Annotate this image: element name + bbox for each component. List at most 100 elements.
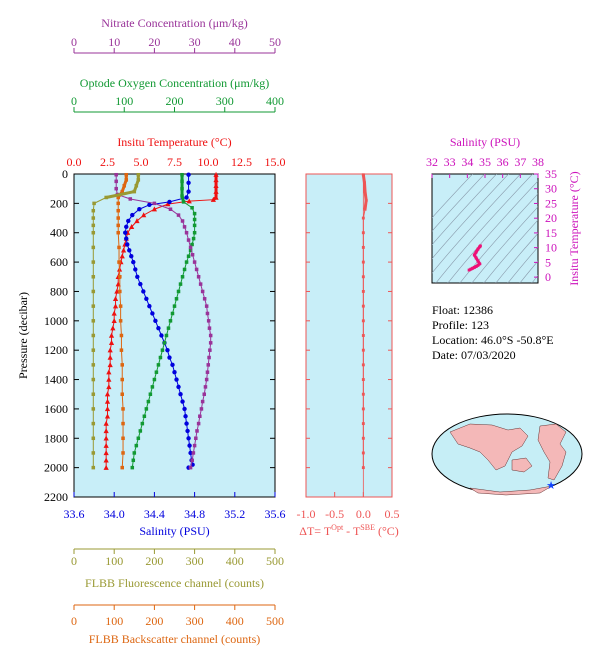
data-point-temperature bbox=[106, 384, 112, 390]
bottom-axes: 33.6 34.0 34.4 34.8 35.2 35.6 Salinity (PSU) 0 1… bbox=[64, 492, 286, 646]
data-point-fluorescence bbox=[91, 260, 96, 264]
backscatter-tick-label: 300 bbox=[186, 614, 204, 628]
data-point-oxygen bbox=[158, 355, 163, 360]
data-point-temperature bbox=[103, 435, 109, 441]
fluorescence-tick-label: 300 bbox=[186, 554, 204, 568]
data-point-salinity bbox=[150, 311, 155, 316]
data-point-fluorescence bbox=[91, 465, 96, 470]
data-point-backscatter bbox=[116, 216, 120, 220]
nitrate-tick-label: 10 bbox=[108, 35, 120, 49]
data-point-temperature bbox=[104, 406, 111, 412]
ts-data-point bbox=[474, 250, 478, 254]
data-point-oxygen bbox=[192, 223, 197, 228]
data-point-fluorescence bbox=[91, 407, 96, 411]
ts-isopycnal-line bbox=[432, 174, 485, 232]
data-point-oxygen bbox=[182, 267, 187, 272]
data-point-salinity bbox=[172, 370, 177, 375]
data-point-salinity bbox=[187, 443, 192, 448]
data-point-temperature bbox=[134, 218, 140, 224]
data-point-nitrate bbox=[203, 385, 208, 389]
data-point-nitrate bbox=[184, 230, 189, 235]
data-point-backscatter bbox=[118, 319, 123, 323]
data-point-nitrate bbox=[192, 260, 197, 264]
data-point-oxygen bbox=[168, 319, 173, 323]
oxygen-tick-label: 300 bbox=[216, 94, 234, 108]
nitrate-tick-label: 40 bbox=[229, 35, 241, 49]
data-point-temperature bbox=[104, 413, 111, 419]
data-point-salinity bbox=[125, 242, 130, 247]
data-point-fluorescence bbox=[91, 223, 96, 228]
data-point-oxygen bbox=[142, 414, 147, 419]
world-map-land-americas bbox=[537, 423, 567, 481]
data-point-salinity bbox=[184, 195, 189, 200]
delta-tick-label: -0.5 bbox=[325, 507, 344, 521]
backscatter-tick-label: 100 bbox=[105, 614, 123, 628]
data-point-nitrate bbox=[207, 326, 212, 330]
ts-isopycnal-line bbox=[432, 174, 497, 246]
data-point-salinity bbox=[180, 399, 185, 404]
oxygen-tick-label: 400 bbox=[266, 94, 284, 108]
data-point-nitrate bbox=[198, 282, 203, 286]
delta-t-chart: -1.0 -0.5 0.0 0.5 ΔT= TOpt - TSBE (°C) bbox=[297, 173, 400, 538]
data-point-oxygen bbox=[174, 297, 179, 301]
delta-data-point bbox=[361, 422, 365, 426]
data-point-salinity bbox=[165, 347, 170, 353]
data-point-nitrate bbox=[190, 458, 194, 463]
temperature-tick-label: 5.0 bbox=[134, 155, 149, 169]
data-point-nitrate bbox=[200, 289, 205, 294]
ts-y-tick-label: 15 bbox=[545, 226, 557, 240]
y-tick-label: 400 bbox=[50, 226, 68, 240]
data-point-backscatter bbox=[121, 436, 125, 441]
data-point-oxygen bbox=[160, 348, 165, 352]
ts-isopycnal-line bbox=[471, 206, 538, 283]
data-point-salinity bbox=[153, 318, 158, 324]
data-point-fluorescence bbox=[91, 451, 96, 455]
data-point-temperature bbox=[107, 347, 113, 353]
data-point-salinity bbox=[186, 172, 191, 177]
data-point-salinity bbox=[159, 333, 164, 338]
data-point-salinity bbox=[127, 248, 132, 253]
data-point-fluorescence bbox=[91, 392, 96, 396]
delta-data-point bbox=[361, 392, 365, 396]
data-point-salinity bbox=[137, 207, 142, 212]
data-point-backscatter bbox=[118, 304, 123, 308]
data-point-temperature bbox=[165, 201, 171, 207]
data-point-salinity bbox=[131, 259, 136, 265]
ts-y-tick-label: 0 bbox=[545, 270, 551, 284]
ts-y-axis-label: Insitu Temperature (°C) bbox=[567, 171, 581, 285]
y-tick-label: 600 bbox=[50, 255, 68, 269]
data-point-fluorescence bbox=[91, 304, 96, 308]
data-point-oxygen bbox=[154, 370, 159, 374]
ts-plot-area bbox=[431, 173, 539, 284]
world-map-land-antarctica bbox=[469, 485, 553, 496]
data-point-salinity bbox=[130, 212, 135, 218]
ts-x-tick-label: 32 bbox=[426, 155, 438, 169]
data-point-backscatter bbox=[116, 230, 120, 235]
delta-data-point bbox=[361, 466, 365, 470]
data-point-nitrate bbox=[186, 238, 191, 242]
ts-y-tick-label: 30 bbox=[545, 182, 557, 196]
data-point-backscatter bbox=[120, 363, 124, 367]
delta-data-point bbox=[361, 436, 365, 440]
delta-data-point bbox=[361, 363, 365, 367]
data-point-oxygen bbox=[144, 407, 149, 411]
data-point-salinity bbox=[129, 254, 134, 259]
ts-isopycnal-line bbox=[519, 260, 538, 283]
data-point-temperature bbox=[151, 206, 157, 212]
delta-data-point bbox=[361, 231, 365, 235]
data-point-oxygen bbox=[152, 377, 157, 382]
fluorescence-tick-label: 500 bbox=[266, 554, 284, 568]
data-point-nitrate bbox=[192, 443, 197, 448]
delta-data-point bbox=[361, 334, 365, 337]
delta-data-point bbox=[361, 275, 365, 279]
delta-label-text: - T bbox=[343, 524, 361, 538]
ts-y-tick-label: 25 bbox=[545, 196, 557, 210]
data-point-salinity bbox=[126, 218, 131, 224]
top-axes: 0 10 20 30 40 50 Nitrate Concentration (μm/kg)… bbox=[67, 16, 286, 179]
data-point-fluorescence bbox=[91, 289, 96, 294]
y-tick-label: 1800 bbox=[44, 431, 68, 445]
float-number: Float: 12386 bbox=[432, 303, 494, 317]
ts-diagram-chart: 32 33 34 35 36 37 38 Salinity (PSU) 051015202530… bbox=[426, 135, 581, 286]
ts-data-point bbox=[478, 262, 482, 266]
main-profile-chart: 0 200 400 600 800 1000 1200 1400 1600 1800 2000 220… bbox=[16, 167, 276, 504]
